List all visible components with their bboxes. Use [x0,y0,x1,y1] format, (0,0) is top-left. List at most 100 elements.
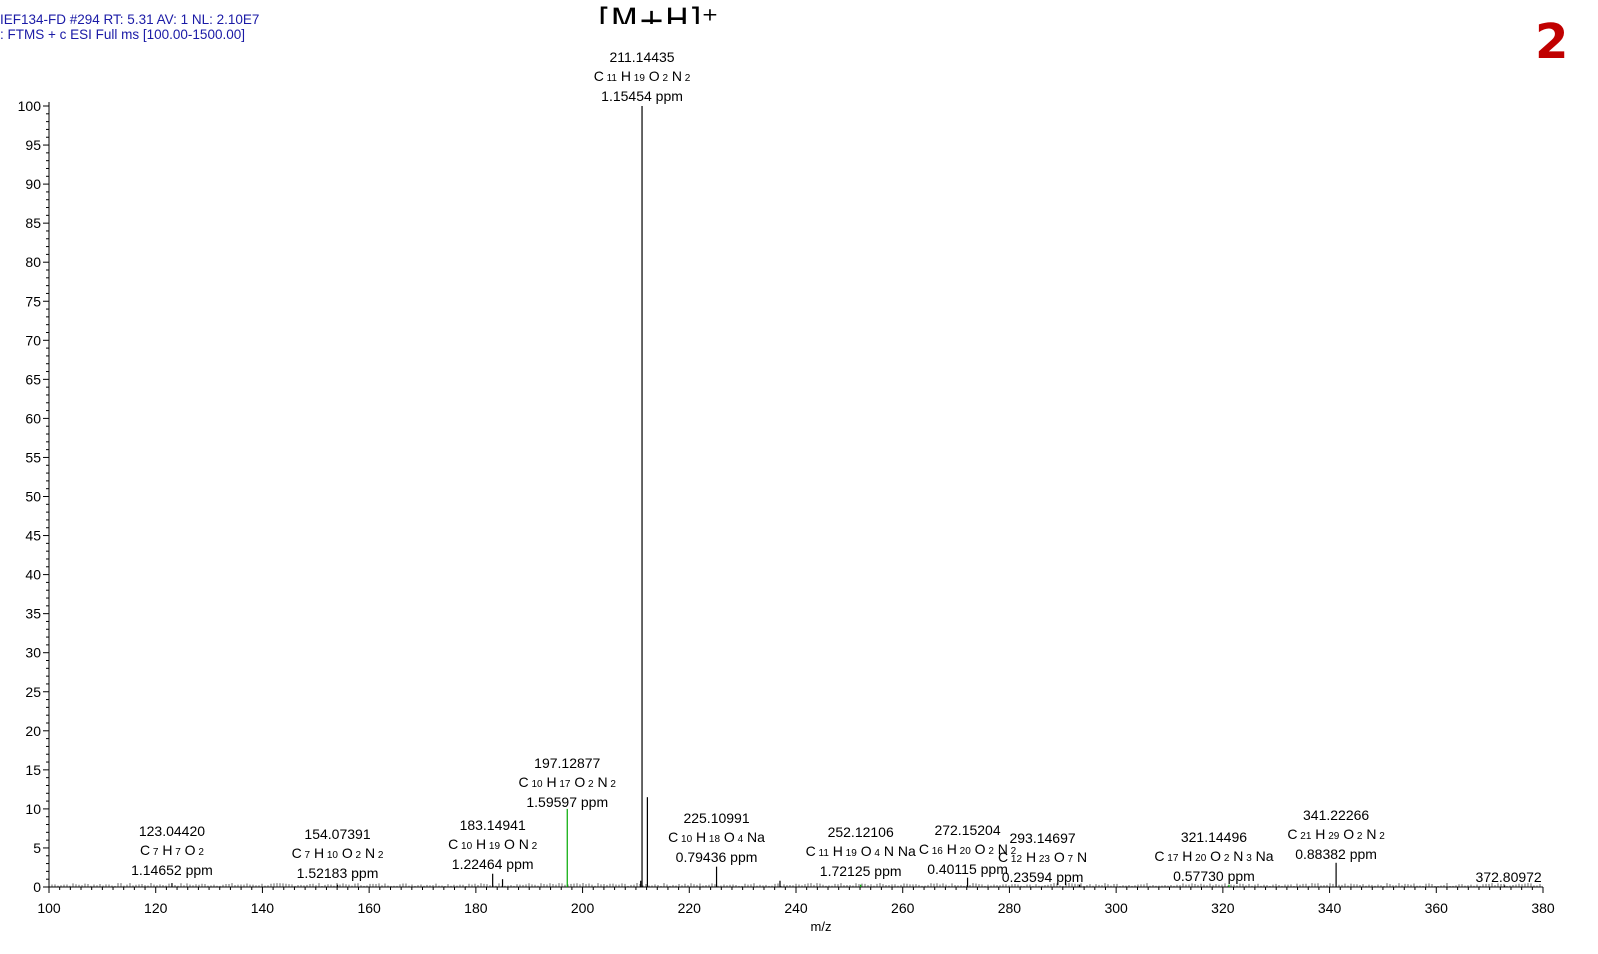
element-symbol: C [292,845,302,861]
spectrum-header: IEF134-FD #294 RT: 5.31 AV: 1 NL: 2.10E7… [0,12,259,42]
element-symbol: Na [894,843,916,859]
peak-ppm: 1.22464 ppm [452,856,534,872]
element-count: 7 [172,847,181,858]
x-tick-label: 160 [357,900,381,916]
element-count: 2 [986,846,995,857]
element-symbol: H [1311,826,1325,842]
element-count: 17 [557,779,571,790]
element-count: 4 [872,848,881,859]
element-symbol: O [181,842,196,858]
peak-mz-label: 272.15204 [934,822,1000,838]
element-symbol: N [880,843,894,859]
element-count: 2 [608,779,617,790]
peak-formula: C 21 H 29 O 2 N 2 [1287,826,1385,842]
x-tick-label: 320 [1211,900,1235,916]
peak-mz-label: 341.22266 [1303,807,1369,823]
peak-formula: C 7 H 10 O 2 N 2 [292,845,384,861]
element-symbol: C [806,843,816,859]
element-count: 10 [458,841,472,852]
element-symbol: O [1339,826,1354,842]
y-tick-label: 20 [25,723,41,739]
element-count: 2 [353,850,362,861]
element-symbol: O [570,774,585,790]
element-count: 3 [1243,853,1252,864]
element-count: 2 [1376,831,1385,842]
x-tick-label: 200 [571,900,595,916]
element-symbol: H [1022,849,1036,865]
element-symbol: H [472,836,486,852]
y-tick-label: 65 [25,371,41,387]
element-symbol: N [594,774,608,790]
y-tick-label: 85 [25,215,41,231]
element-symbol: N [361,845,375,861]
peak-formula: C 12 H 23 O 7 N [998,849,1087,865]
element-symbol: O [1050,849,1065,865]
element-symbol: O [857,843,872,859]
peak-mz-label: 154.07391 [304,826,370,842]
y-tick-label: 45 [25,528,41,544]
x-tick-label: 260 [891,900,915,916]
y-tick-label: 70 [25,332,41,348]
peak-formula: C 11 H 19 O 2 N 2 [594,68,691,84]
element-symbol: H [310,845,324,861]
element-count: 19 [843,848,857,859]
y-tick-label: 100 [18,98,42,114]
peak-mz-label: 252.12106 [828,824,894,840]
y-tick-label: 35 [25,606,41,622]
molecular-ion-annotation: [M+H]⁺ [598,1,719,24]
peak-ppm: 0.23594 ppm [1002,869,1084,885]
peak-mz-label: 293.14697 [1009,830,1075,846]
y-tick-label: 15 [25,762,41,778]
peak-mz-label: 321.14496 [1181,829,1247,845]
peak-ppm: 1.59597 ppm [526,794,608,810]
peak-ppm: 0.88382 ppm [1295,846,1377,862]
peak-ppm: 1.52183 ppm [297,865,379,881]
y-tick-label: 75 [25,293,41,309]
peak-ppm: 1.72125 ppm [820,863,902,879]
peak-ppm: 1.14652 ppm [131,862,213,878]
element-count: 2 [1354,831,1363,842]
x-tick-label: 180 [464,900,488,916]
peak-mz-label: 372.80972 [1476,869,1542,885]
peak-mz-label: 211.14435 [609,49,674,65]
element-count: 2 [196,847,205,858]
element-count: 2 [529,841,538,852]
element-count: 11 [604,73,618,84]
y-tick-label: 90 [25,176,41,192]
peak-ppm: 0.57730 ppm [1173,868,1255,884]
element-symbol: C [140,842,150,858]
element-count: 20 [957,846,971,857]
element-count: 16 [929,846,943,857]
element-symbol: N [515,836,529,852]
element-symbol: N [1073,849,1087,865]
x-tick-label: 360 [1425,900,1449,916]
peak-mz-label: 123.04420 [139,823,205,839]
y-tick-label: 5 [33,840,41,856]
element-symbol: N [668,68,682,84]
element-count: 7 [1065,854,1074,865]
element-count: 2 [585,779,594,790]
element-count: 11 [816,848,830,859]
peak-formula: C 10 H 19 O N 2 [448,836,537,852]
element-symbol: H [943,841,957,857]
element-symbol: Na [743,829,765,845]
peak-formula: C 17 H 20 O 2 N 3 Na [1154,848,1273,864]
peak-mz-label: 197.12877 [534,755,600,771]
element-symbol: H [543,774,557,790]
element-count: 4 [735,834,744,845]
y-tick-label: 50 [25,489,41,505]
peak-ppm: 1.15454 ppm [601,88,683,104]
filter-line: : FTMS + c ESI Full ms [100.00-1500.00] [0,27,245,42]
element-count: 23 [1036,854,1050,865]
element-symbol: C [998,849,1008,865]
x-axis-label: m/z [811,919,832,934]
element-count: 2 [682,73,691,84]
y-tick-label: 55 [25,449,41,465]
y-tick-label: 80 [25,254,41,270]
x-tick-label: 300 [1104,900,1128,916]
element-symbol: H [158,842,172,858]
y-tick-label: 40 [25,567,41,583]
x-tick-label: 220 [678,900,702,916]
element-symbol: C [919,841,929,857]
